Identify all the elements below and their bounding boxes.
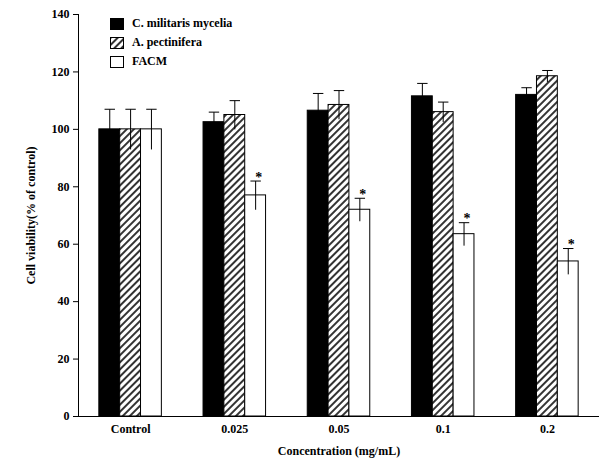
svg-text:120: 120 xyxy=(52,65,70,79)
svg-text:Control: Control xyxy=(111,422,151,436)
svg-text:60: 60 xyxy=(58,237,70,251)
svg-text:40: 40 xyxy=(58,294,70,308)
svg-text:*: * xyxy=(359,187,366,202)
svg-text:80: 80 xyxy=(58,180,70,194)
svg-text:100: 100 xyxy=(52,122,70,136)
svg-text:0.05: 0.05 xyxy=(329,422,350,436)
html-text:C. militaris mycelia: C. militaris mycelia xyxy=(132,16,233,30)
html-text:A. pectinifera: A. pectinifera xyxy=(132,35,202,49)
svg-text:20: 20 xyxy=(58,352,70,366)
svg-text:*: * xyxy=(568,237,575,252)
svg-text:0.1: 0.1 xyxy=(436,422,451,436)
html-text:FACM: FACM xyxy=(132,54,168,68)
svg-text:Cell viability(% of control): Cell viability(% of control) xyxy=(24,146,38,284)
svg-text:*: * xyxy=(464,211,471,226)
svg-text:*: * xyxy=(255,170,262,185)
svg-text:0: 0 xyxy=(64,409,70,423)
svg-text:Concentration (mg/mL): Concentration (mg/mL) xyxy=(278,444,400,458)
svg-text:140: 140 xyxy=(52,7,70,21)
svg-text:0.2: 0.2 xyxy=(540,422,555,436)
svg-text:0.025: 0.025 xyxy=(221,422,248,436)
